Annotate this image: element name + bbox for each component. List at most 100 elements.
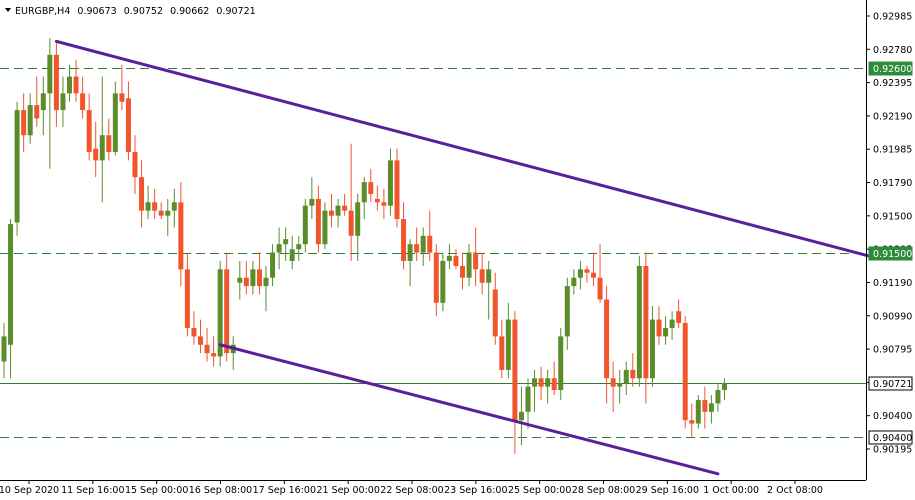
- candle-68: [446, 244, 452, 270]
- candle-102: [669, 311, 675, 340]
- candle-70: [460, 252, 465, 290]
- candle-58: [381, 188, 387, 220]
- upper-channel-line[interactable]: [54, 39, 871, 258]
- candle-1: [8, 219, 14, 379]
- candle-57: [374, 185, 380, 211]
- x-tick-label: 16 Sep 08:00: [189, 485, 252, 496]
- candle-93: [610, 361, 616, 412]
- candle-80: [525, 378, 531, 429]
- candle-82: [538, 366, 544, 401]
- plot-area: [0, 0, 866, 480]
- candle-16: [106, 118, 112, 161]
- y-tick-label: 0.90400: [873, 411, 912, 422]
- candle-99: [649, 306, 655, 387]
- candle-21: [139, 160, 145, 228]
- price-tags: 0.92600 0.91500 0.90721 0.90400: [868, 61, 913, 445]
- candle-27: [178, 182, 184, 287]
- candle-94: [617, 369, 623, 404]
- candle-72: [473, 227, 479, 287]
- candle-48: [315, 185, 321, 253]
- y-tick-label: 0.92985: [873, 12, 912, 23]
- dropdown-triangle-icon[interactable]: [5, 8, 11, 12]
- x-tick-label: 2 Oct 08:00: [767, 485, 823, 496]
- candle-3: [21, 93, 27, 153]
- chart-header: EURGBP,H4 0.90673 0.90752 0.90662 0.9072…: [5, 6, 256, 17]
- y-tick-label: 0.90195: [873, 445, 912, 456]
- candle-84: [551, 361, 557, 396]
- candle-79: [518, 386, 524, 446]
- candle-74: [486, 260, 492, 320]
- candle-40: [263, 265, 269, 312]
- y-tick-label: 0.91500: [873, 211, 912, 222]
- candle-6: [40, 76, 46, 136]
- candle-98: [643, 252, 649, 404]
- candle-46: [302, 198, 308, 253]
- y-tick-label: 0.91790: [873, 178, 912, 189]
- header-open: 0.90673: [77, 6, 116, 17]
- candle-59: [387, 148, 393, 216]
- candle-45: [296, 235, 302, 261]
- candle-10: [67, 64, 72, 102]
- candle-61: [401, 202, 407, 270]
- price-tag-3: 0.90400: [868, 430, 913, 445]
- lower-channel-line[interactable]: [218, 343, 720, 476]
- candle-105: [689, 403, 695, 437]
- candle-101: [663, 316, 669, 345]
- candle-64: [420, 227, 426, 266]
- candle-38: [250, 260, 256, 295]
- candle-60: [394, 148, 400, 228]
- candle-89: [584, 265, 590, 283]
- candle-91: [597, 244, 603, 303]
- candle-73: [479, 252, 485, 295]
- candle-23: [152, 188, 158, 220]
- candle-9: [60, 76, 66, 127]
- candle-11: [73, 59, 79, 102]
- candle-97: [636, 255, 642, 387]
- candle-56: [368, 168, 374, 203]
- candle-50: [329, 193, 334, 228]
- header-low: 0.90662: [170, 6, 209, 17]
- candle-66: [433, 244, 439, 317]
- candle-30: [198, 319, 203, 354]
- candle-69: [453, 249, 459, 270]
- x-tick-label: 25 Sep 00:00: [508, 485, 571, 496]
- candle-78: [512, 311, 518, 454]
- candle-54: [355, 193, 361, 261]
- y-tick-label: 0.91190: [873, 278, 912, 289]
- candle-53: [348, 143, 354, 261]
- x-axis: 10 Sep 2020 11 Sep 16:00 15 Sep 00:00 16 Se…: [0, 480, 823, 496]
- candle-95: [623, 361, 629, 396]
- candle-96: [630, 353, 636, 387]
- candle-0: [1, 322, 7, 379]
- candle-63: [414, 227, 420, 261]
- candle-49: [322, 202, 328, 250]
- candle-19: [125, 81, 131, 161]
- y-tick-label: 0.92395: [873, 78, 912, 89]
- y-tick-label: 0.90795: [873, 345, 912, 356]
- candle-32: [211, 336, 217, 367]
- candle-47: [309, 177, 315, 220]
- y-tick-label: 0.91985: [873, 145, 912, 156]
- candle-103: [676, 299, 682, 328]
- x-tick-label: 29 Sep 16:00: [636, 485, 699, 496]
- channel-lines: [54, 39, 871, 476]
- x-tick-label: 22 Sep 08:00: [380, 485, 443, 496]
- candle-41: [270, 244, 276, 287]
- candle-22: [145, 185, 151, 220]
- candle-37: [243, 260, 249, 295]
- candle-4: [27, 93, 33, 144]
- candlesticks: [1, 38, 727, 454]
- price-tag-2: 0.90721: [868, 376, 913, 391]
- candle-29: [191, 311, 197, 345]
- y-tick-label: 0.92190: [873, 111, 912, 122]
- candle-106: [695, 395, 701, 429]
- candle-77: [505, 302, 511, 379]
- x-tick-label: 10 Sep 2020: [0, 485, 59, 496]
- candle-52: [342, 193, 348, 216]
- candle-25: [165, 198, 171, 236]
- candle-43: [283, 227, 289, 261]
- candle-17: [112, 81, 118, 156]
- candle-24: [158, 202, 164, 220]
- candle-12: [80, 76, 86, 119]
